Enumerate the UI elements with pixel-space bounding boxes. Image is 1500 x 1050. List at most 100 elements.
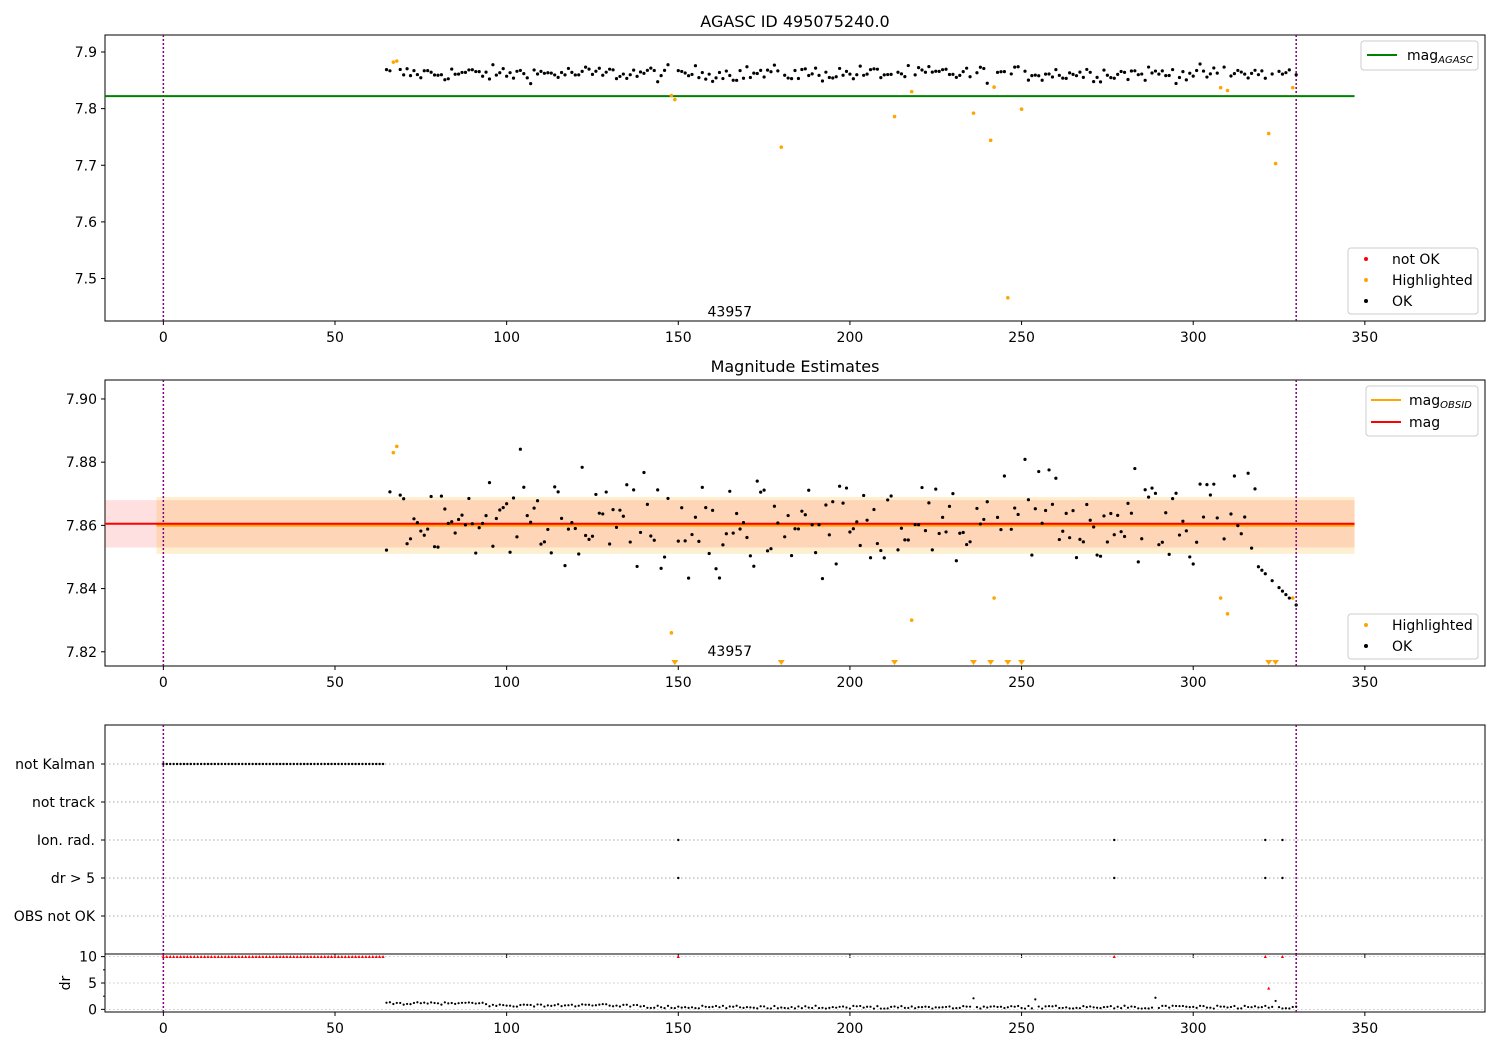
ok-point <box>419 76 423 80</box>
ok-point <box>498 71 502 75</box>
ok-point <box>941 515 945 519</box>
ok-point <box>882 556 886 560</box>
ok-point <box>1136 560 1140 564</box>
dr-flag-point <box>271 955 275 959</box>
ok-point <box>638 530 643 535</box>
not-kalman-point <box>186 762 189 766</box>
ok-point <box>508 550 512 554</box>
dr-point <box>594 1004 597 1007</box>
dr-point <box>1260 1006 1263 1009</box>
legend-marker <box>1364 257 1368 261</box>
off-scale-marker <box>1265 660 1273 665</box>
ok-point <box>1177 533 1182 537</box>
dr-point <box>426 1002 429 1005</box>
dr-point <box>457 1002 460 1005</box>
ok-point <box>731 78 735 82</box>
dr-point <box>1202 1004 1205 1008</box>
not-kalman-point <box>265 762 268 766</box>
x-tick-label: 250 <box>1008 330 1035 346</box>
ok-point <box>786 513 790 518</box>
dr-flag-point <box>340 955 344 959</box>
ok-point <box>1037 469 1041 474</box>
ion-rad-point <box>1264 838 1267 842</box>
ok-point <box>1105 540 1109 544</box>
dr-flag-point <box>244 955 248 959</box>
ok-point <box>1164 74 1168 78</box>
dr-point <box>1044 1005 1047 1008</box>
dr-point <box>385 1001 388 1004</box>
x-tick-label: 50 <box>326 1021 344 1037</box>
not-kalman-point <box>169 762 172 766</box>
ok-point <box>1092 525 1096 529</box>
not-kalman-point <box>247 762 251 766</box>
dr-point <box>979 1007 982 1010</box>
ok-point <box>772 504 777 508</box>
dr-point <box>1205 1006 1209 1009</box>
highlighted-point <box>673 97 677 102</box>
legend-label: Highlighted <box>1392 618 1473 634</box>
ok-point <box>556 75 560 79</box>
not-kalman-point <box>179 762 182 766</box>
ok-point <box>896 548 900 552</box>
dr-point <box>433 1001 436 1005</box>
dr-point <box>557 1003 560 1006</box>
dr-flag-point <box>1263 955 1267 959</box>
ok-point <box>1074 74 1079 78</box>
ok-point <box>1171 67 1175 72</box>
not-kalman-point <box>347 762 350 766</box>
dr-point <box>587 1003 591 1006</box>
dr-point <box>1095 1006 1099 1009</box>
dr-flag-point <box>360 955 365 959</box>
dr-point <box>708 1005 711 1009</box>
ok-point <box>889 494 893 498</box>
not-kalman-point <box>244 762 247 766</box>
ok-point <box>532 68 536 72</box>
ok-point <box>985 500 989 504</box>
ok-point <box>1033 73 1037 77</box>
not-kalman-point <box>268 762 271 766</box>
x-tick-label: 100 <box>493 1021 520 1037</box>
ok-point <box>820 576 825 581</box>
not-kalman-point <box>227 762 230 766</box>
ok-point <box>700 70 704 75</box>
off-scale-marker <box>1018 660 1026 665</box>
dr-point <box>1192 1005 1195 1008</box>
ok-point <box>505 74 509 78</box>
dr-point <box>752 1006 755 1009</box>
not-kalman-point <box>162 762 165 766</box>
dr-point <box>869 1005 872 1008</box>
not-kalman-point <box>196 762 199 766</box>
highlighted-point <box>1218 596 1223 600</box>
dr-point <box>402 1003 405 1006</box>
not-kalman-point <box>272 762 275 766</box>
ok-point <box>759 68 763 72</box>
highlighted-point <box>1290 85 1295 90</box>
ok-point <box>398 67 402 72</box>
ok-point <box>487 481 492 485</box>
dr-flag-point <box>292 955 296 959</box>
dr-point <box>1226 1006 1229 1009</box>
dr-point <box>615 1004 618 1007</box>
dr-point <box>1247 1005 1250 1009</box>
ok-point <box>1191 74 1195 78</box>
dr-point <box>440 1003 443 1006</box>
ok-point <box>614 77 619 81</box>
dr-flag-point <box>319 955 323 959</box>
ok-point <box>800 67 804 72</box>
dr-point <box>478 1002 481 1005</box>
dr-point <box>1178 1004 1181 1008</box>
ok-point <box>481 74 485 78</box>
dr-flag-point <box>316 955 320 959</box>
ok-point <box>474 551 478 555</box>
dr-point <box>388 1001 392 1004</box>
ok-point <box>1088 70 1092 74</box>
ok-point <box>934 69 938 73</box>
ok-point <box>868 68 873 72</box>
not-kalman-point <box>378 762 381 766</box>
dr-point <box>811 1006 814 1010</box>
ok-point <box>944 530 948 534</box>
dr-point <box>934 1006 937 1009</box>
dr-point <box>1085 1006 1088 1009</box>
ok-point <box>1092 80 1096 84</box>
